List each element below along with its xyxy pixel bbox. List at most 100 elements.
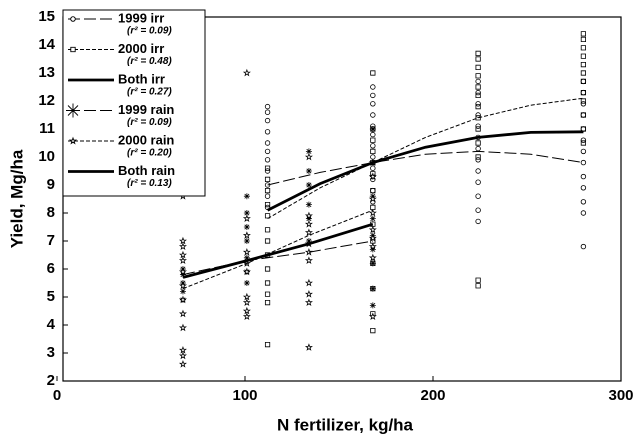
point — [264, 109, 271, 115]
point — [305, 182, 312, 188]
point — [264, 117, 271, 124]
point — [264, 227, 271, 233]
legend-label: 1999 irr — [118, 10, 164, 25]
y-tick-label: 8 — [47, 204, 55, 221]
point — [178, 256, 187, 265]
plot-frame — [62, 16, 622, 382]
point — [370, 165, 376, 171]
point — [580, 112, 586, 118]
y-tick-label: 2 — [47, 372, 55, 389]
legend-label: 1999 rain — [118, 102, 174, 117]
point — [580, 137, 587, 143]
point — [580, 70, 586, 76]
y-tick-label: 4 — [47, 316, 56, 333]
point — [475, 207, 481, 213]
legend-label: 2000 irr — [118, 41, 164, 56]
point — [369, 246, 376, 253]
point — [368, 225, 377, 234]
y-tick-label: 3 — [47, 344, 55, 361]
point — [304, 278, 313, 287]
point — [264, 157, 271, 163]
x-tick-label: 300 — [608, 387, 633, 404]
point — [178, 351, 187, 360]
point — [264, 213, 271, 219]
point — [475, 84, 481, 90]
point — [475, 50, 481, 56]
point — [264, 103, 271, 110]
point — [475, 145, 481, 152]
point — [475, 157, 481, 163]
point — [580, 62, 586, 68]
point — [178, 295, 187, 304]
legend-r2: (r² = 0.09) — [127, 117, 172, 128]
legend-r2: (r² = 0.48) — [127, 56, 172, 67]
point — [243, 193, 250, 200]
point — [305, 201, 312, 208]
point — [475, 64, 481, 70]
point — [243, 280, 250, 286]
point — [242, 247, 251, 256]
y-tick-label: 5 — [47, 288, 55, 305]
point — [368, 312, 377, 321]
point — [369, 215, 376, 222]
legend-label: Both rain — [118, 163, 175, 178]
point — [264, 140, 271, 146]
point — [580, 98, 586, 104]
point — [475, 126, 481, 132]
point — [264, 176, 271, 182]
point — [475, 104, 481, 110]
point — [475, 56, 481, 62]
point — [475, 92, 481, 98]
point — [264, 202, 271, 208]
point — [243, 254, 250, 261]
point — [370, 131, 376, 138]
y-tick-label: 11 — [39, 120, 55, 137]
point — [369, 302, 376, 309]
fit-line — [182, 222, 374, 279]
point — [370, 101, 376, 107]
point — [178, 309, 187, 318]
point — [264, 266, 271, 272]
point — [242, 306, 251, 315]
fit-line — [267, 97, 584, 220]
point — [475, 78, 481, 85]
point — [243, 210, 250, 216]
fit-line — [182, 209, 373, 290]
point — [264, 129, 271, 135]
legend-marker — [70, 16, 76, 22]
point — [304, 228, 313, 237]
point — [370, 92, 376, 99]
point — [475, 89, 481, 96]
x-tick-label: 200 — [420, 387, 445, 404]
point — [179, 271, 186, 278]
point — [580, 140, 586, 146]
point — [580, 36, 586, 42]
point — [178, 281, 187, 290]
point — [370, 137, 376, 143]
legend-box — [62, 9, 206, 197]
point — [580, 31, 586, 37]
point — [264, 168, 271, 174]
point — [475, 154, 481, 160]
point — [475, 277, 481, 283]
x-axis-label: N fertilizer, kg/ha — [277, 415, 414, 434]
point — [368, 194, 377, 203]
point — [304, 152, 313, 161]
point — [264, 238, 271, 244]
point — [580, 243, 587, 250]
point — [264, 204, 271, 211]
point — [369, 260, 376, 267]
x-tick-label: 0 — [53, 387, 61, 404]
point — [264, 188, 271, 194]
point — [178, 250, 187, 259]
point — [264, 148, 271, 155]
point — [475, 168, 481, 174]
point — [370, 148, 376, 154]
point — [580, 199, 587, 205]
point — [305, 148, 312, 155]
point — [305, 215, 312, 222]
point — [368, 242, 377, 251]
point — [370, 143, 376, 149]
legend-marker — [68, 136, 78, 145]
